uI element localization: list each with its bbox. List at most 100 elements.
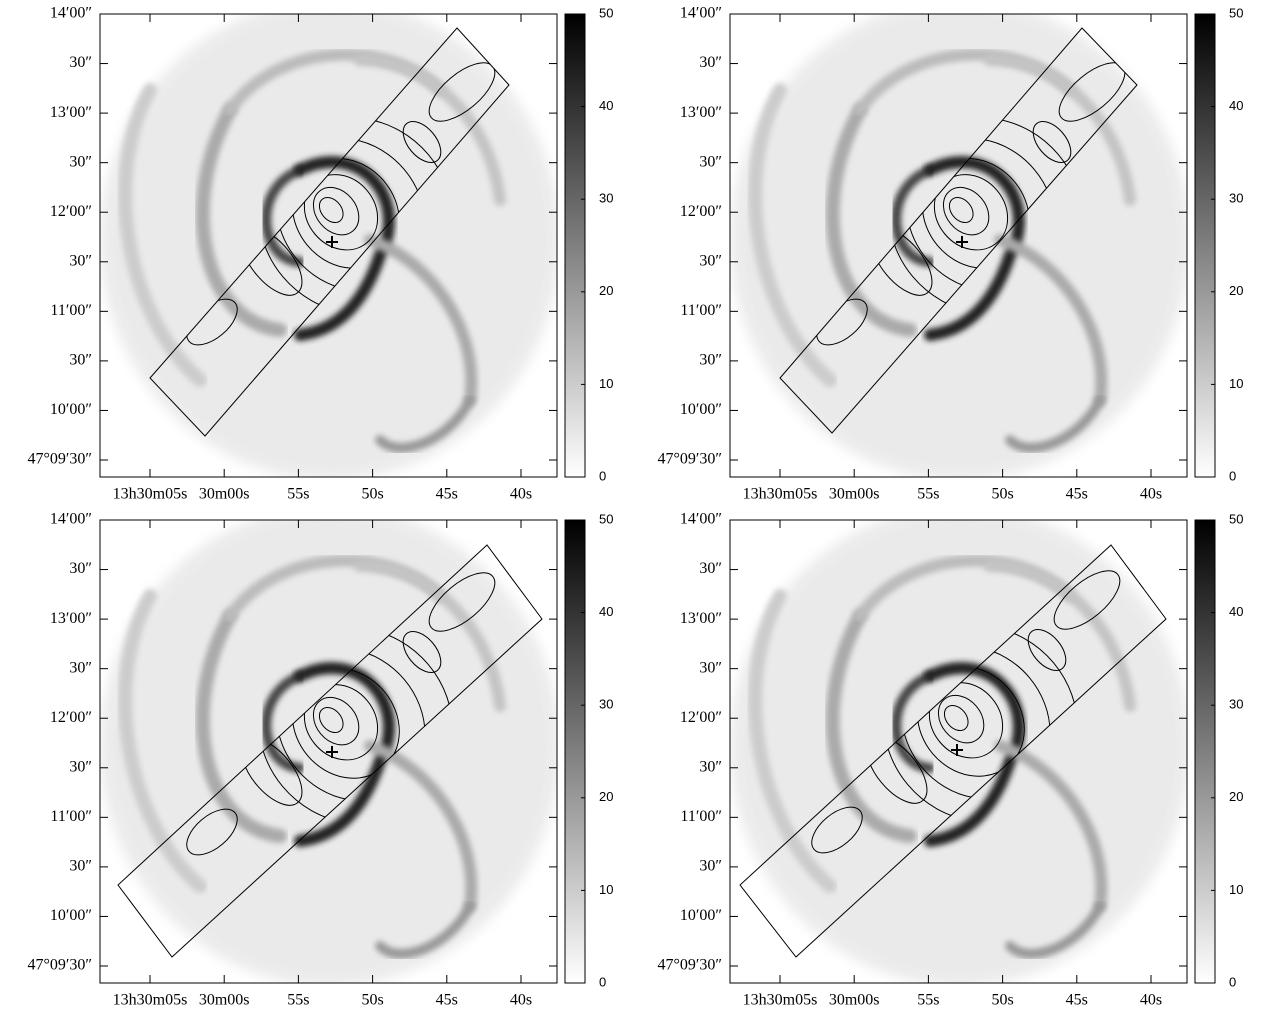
y-tick-label: 13′00″ (680, 610, 722, 627)
slit (117, 544, 543, 958)
y-tick-label: 30″ (69, 560, 92, 577)
colorbar-tick-label: 0 (1229, 468, 1236, 483)
y-tick-label: 12′00″ (50, 709, 92, 726)
y-tick-label: 10′00″ (50, 401, 92, 418)
x-tick-label: 55s (287, 486, 309, 503)
disk (730, 14, 1187, 477)
colorbar-gradient (564, 519, 586, 984)
disk (100, 14, 557, 477)
disk (100, 520, 557, 983)
x-tick-label: 45s (1066, 992, 1088, 1009)
spiral-arm (261, 671, 305, 773)
spiral-arm (261, 165, 305, 267)
y-tick-label: 14′00″ (50, 511, 92, 528)
contour (1053, 570, 1121, 630)
slit (149, 27, 510, 437)
x-tick-label: 55s (917, 486, 939, 503)
y-tick-label: 30″ (699, 153, 722, 170)
spiral-arm (748, 83, 837, 387)
contour (948, 196, 974, 223)
colorbar: 0 10 20 30 40 50 (564, 5, 613, 483)
galaxy-image (730, 520, 1187, 983)
y-tick-label: 13′00″ (680, 104, 722, 121)
colorbar-tick-label: 0 (599, 468, 606, 483)
y-tick-label: 14′00″ (680, 5, 722, 22)
y-tick-label: 30″ (699, 352, 722, 369)
galaxy-image (100, 14, 557, 477)
x-tick-label: 13h30m05s (743, 992, 818, 1009)
colorbar: 0 10 20 30 40 50 (1194, 511, 1243, 989)
galaxy-image (100, 520, 557, 983)
y-tick-label: 13′00″ (50, 104, 92, 121)
contour (811, 806, 863, 854)
x-tick-label: 50s (991, 486, 1013, 503)
colorbar-tick-label: 10 (1229, 376, 1243, 391)
colorbar: 0 10 20 30 40 50 (564, 511, 613, 989)
x-tick-label: 13h30m05s (113, 486, 188, 503)
spiral-arm (375, 901, 475, 959)
spiral-arm (118, 83, 207, 387)
spiral-arm (195, 609, 287, 843)
y-tick-label: 30″ (69, 54, 92, 71)
x-tick-label: 55s (287, 992, 309, 1009)
spiral-arm (364, 234, 478, 406)
spiral-arm (984, 560, 1136, 712)
y-tick-label: 30″ (699, 252, 722, 269)
x-tick-label: 50s (361, 992, 383, 1009)
panel: 14′00″ 30″ 13′00″ 30″ 12′00″ 30″ 11′00″ 30″ 10′0… (27, 511, 613, 1009)
spiral-arm (118, 589, 207, 893)
y-tick-label: 30″ (69, 659, 92, 676)
colorbar-tick-label: 50 (599, 5, 613, 20)
plot-frame (99, 519, 558, 984)
colorbar-tick-label: 40 (599, 98, 613, 113)
panel: 14′00″ 30″ 13′00″ 30″ 12′00″ 30″ 11′00″ 30″ 10′0… (27, 5, 613, 503)
x-tick-label: 45s (436, 992, 458, 1009)
colorbar-tick-label: 40 (1229, 98, 1243, 113)
y-tick-label: 12′00″ (50, 203, 92, 220)
spiral-arm (375, 395, 475, 453)
y-tick-label: 47°09′30″ (657, 957, 722, 974)
colorbar-tick-label: 10 (1229, 882, 1243, 897)
contour (312, 696, 360, 746)
contour (312, 186, 360, 236)
spiral-arm (825, 609, 917, 843)
y-tick-label: 30″ (69, 252, 92, 269)
x-tick-label: 45s (436, 486, 458, 503)
colorbar-tick-label: 50 (1229, 511, 1243, 526)
disk (730, 520, 1187, 983)
x-tick-label: 50s (361, 486, 383, 503)
x-tick-label: 55s (917, 992, 939, 1009)
colorbar-tick-label: 20 (599, 283, 613, 298)
panel: 14′00″ 30″ 13′00″ 30″ 12′00″ 30″ 11′00″ 30″ 10′0… (657, 5, 1243, 503)
x-tick-label: 40s (510, 486, 532, 503)
y-tick-label: 12′00″ (680, 709, 722, 726)
colorbar-tick-label: 30 (1229, 191, 1243, 206)
y-tick-label: 30″ (699, 659, 722, 676)
y-tick-label: 11′00″ (680, 302, 722, 319)
colorbar-tick-label: 50 (1229, 5, 1243, 20)
spiral-arm (825, 103, 917, 337)
colorbar-tick-label: 20 (1229, 283, 1243, 298)
x-tick-label: 13h30m05s (743, 486, 818, 503)
y-tick-label: 10′00″ (50, 907, 92, 924)
colorbar-tick-label: 40 (1229, 604, 1243, 619)
nucleus-marker (951, 744, 963, 756)
colorbar-tick-label: 40 (599, 604, 613, 619)
y-tick-label: 30″ (69, 758, 92, 775)
x-tick-label: 40s (1140, 992, 1162, 1009)
y-tick-label: 14′00″ (50, 5, 92, 22)
y-tick-label: 47°09′30″ (27, 957, 92, 974)
spiral-arm (891, 165, 935, 267)
spiral-arm (354, 560, 506, 712)
colorbar: 0 10 20 30 40 50 (1194, 5, 1243, 483)
spiral-arm (994, 740, 1108, 912)
colorbar-gradient (1194, 13, 1216, 478)
y-tick-label: 12′00″ (680, 203, 722, 220)
spiral-arm (1005, 395, 1105, 453)
y-tick-label: 10′00″ (680, 401, 722, 418)
slit (779, 27, 1138, 434)
spiral-arm (1005, 901, 1105, 959)
colorbar-gradient (564, 13, 586, 478)
colorbar-tick-label: 30 (599, 697, 613, 712)
